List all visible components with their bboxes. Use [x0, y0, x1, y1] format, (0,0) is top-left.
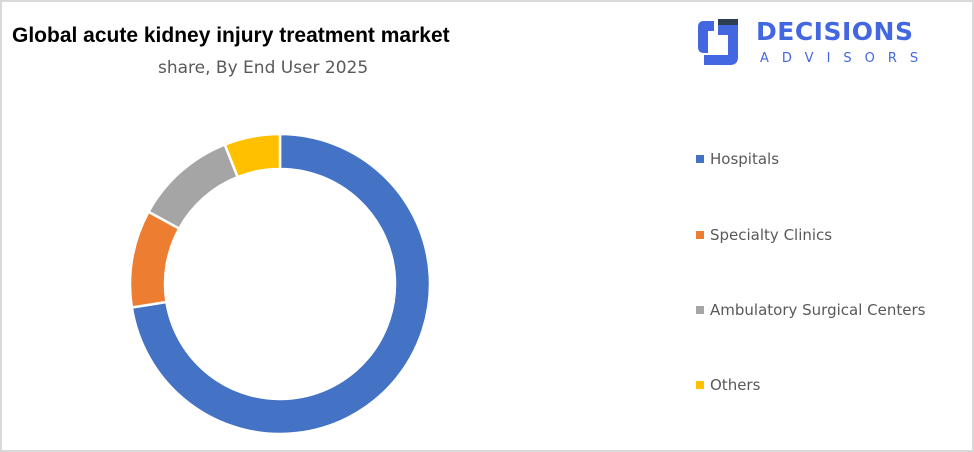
- legend-item-hospitals[interactable]: Hospitals: [696, 150, 779, 170]
- donut-slice-specialty-clinics[interactable]: [128, 210, 181, 309]
- legend-swatch: [696, 231, 704, 239]
- decisions-advisors-logo: DECISIONS ADVISORS: [694, 15, 944, 71]
- legend-label: Ambulatory Surgical Centers: [710, 301, 926, 319]
- legend-label: Hospitals: [710, 150, 780, 168]
- legend-label: Specialty Clinics: [710, 226, 833, 244]
- chart-title: Global acute kidney injury treatment mar…: [12, 24, 450, 47]
- donut-slice-others[interactable]: [223, 132, 282, 179]
- legend-swatch: [696, 155, 704, 163]
- donut-slice-ambulatory-surgical-centers[interactable]: [146, 142, 240, 231]
- legend-item-specialty-clinics[interactable]: Specialty Clinics: [696, 226, 832, 246]
- legend-label: Others: [710, 376, 761, 394]
- legend-item-others[interactable]: Others: [696, 376, 760, 396]
- chart-subtitle: share, By End User 2025: [158, 58, 369, 78]
- donut-slice-hospitals[interactable]: [130, 132, 432, 436]
- logo-mark-icon: [698, 19, 738, 65]
- logo-wordmark: DECISIONS: [756, 17, 914, 46]
- logo-subtitle: ADVISORS: [760, 51, 932, 66]
- legend-swatch: [696, 306, 704, 314]
- legend-swatch: [696, 381, 704, 389]
- legend-item-ambulatory-surgical-centers[interactable]: Ambulatory Surgical Centers: [696, 301, 925, 321]
